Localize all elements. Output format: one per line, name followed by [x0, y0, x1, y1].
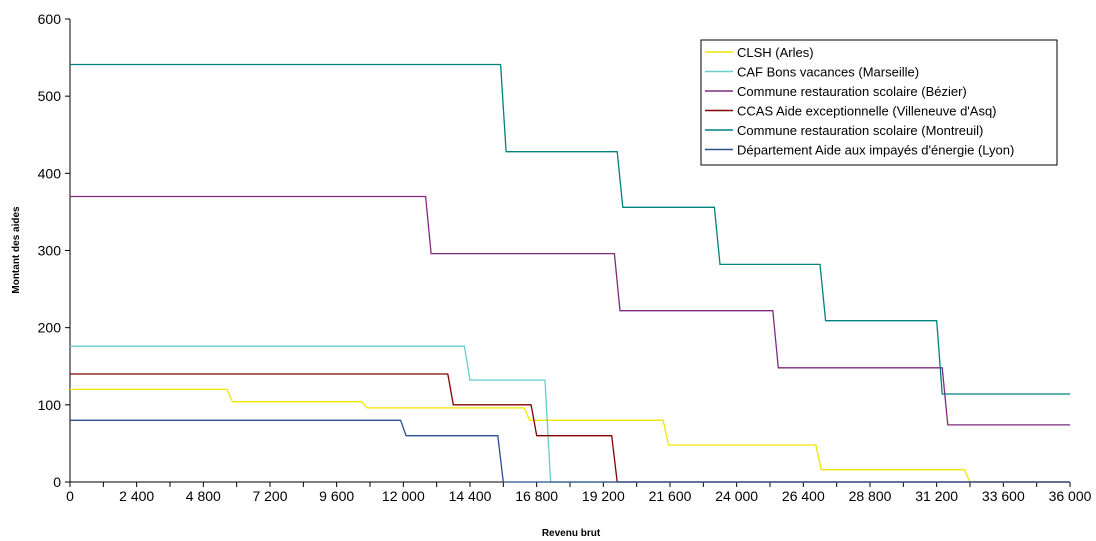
- series-line-6: [70, 419, 1070, 483]
- x-tick-label: 14 400: [449, 488, 492, 504]
- x-tick-label: 2 400: [119, 488, 154, 504]
- legend-label: CAF Bons vacances (Marseille): [737, 65, 919, 80]
- x-tick-label: 7 200: [252, 488, 287, 504]
- x-tick-label: 0: [66, 488, 74, 504]
- legend-box: [700, 39, 1058, 166]
- series-line-2: [70, 345, 1070, 483]
- series-line-5: [70, 63, 1070, 395]
- x-tick-label: 36 000: [1049, 488, 1092, 504]
- y-tick-label: 400: [38, 165, 62, 181]
- y-tick-label: 300: [38, 243, 62, 259]
- legend: CLSH (Arles) CAF Bons vacances (Marseille…: [700, 39, 1058, 166]
- y-tick-label: 600: [38, 11, 62, 27]
- series-line-3: [70, 195, 1070, 426]
- x-axis-title: Revenu brut: [542, 528, 601, 539]
- x-tick-label: 26 400: [782, 488, 825, 504]
- legend-label: Département Aide aux impayés d'énergie (…: [737, 143, 1014, 158]
- x-tick-label: 16 800: [515, 488, 558, 504]
- legend-label: Commune restauration scolaire (Bézier): [737, 84, 967, 99]
- legend-label: Commune restauration scolaire (Montreuil…: [737, 123, 983, 138]
- x-tick-label: 4 800: [186, 488, 221, 504]
- series-line-1: [70, 388, 1070, 483]
- y-tick-label: 500: [38, 88, 62, 104]
- x-tick-label: 21 600: [649, 488, 692, 504]
- x-tick-label: 31 200: [915, 488, 958, 504]
- y-tick-label: 200: [38, 320, 62, 336]
- y-tick-label: 0: [53, 474, 61, 490]
- x-tick-label: 33 600: [982, 488, 1025, 504]
- y-axis-title: Montant des aides: [11, 206, 22, 294]
- x-tick-label: 12 000: [382, 488, 425, 504]
- axes: 0 100 200 300 400 500 600 0 2 400 4 800 7 200 9 600…: [38, 11, 1092, 504]
- y-tick-label: 100: [38, 397, 62, 413]
- series-line-4: [70, 373, 1070, 483]
- x-tick-label: 19 200: [582, 488, 625, 504]
- x-tick-label: 28 800: [849, 488, 892, 504]
- legend-label: CCAS Aide exceptionnelle (Villeneuve d'A…: [737, 104, 997, 119]
- x-tick-label: 9 600: [319, 488, 354, 504]
- legend-label: CLSH (Arles): [737, 45, 814, 60]
- series-layer: [70, 63, 1070, 483]
- x-tick-label: 24 000: [715, 488, 758, 504]
